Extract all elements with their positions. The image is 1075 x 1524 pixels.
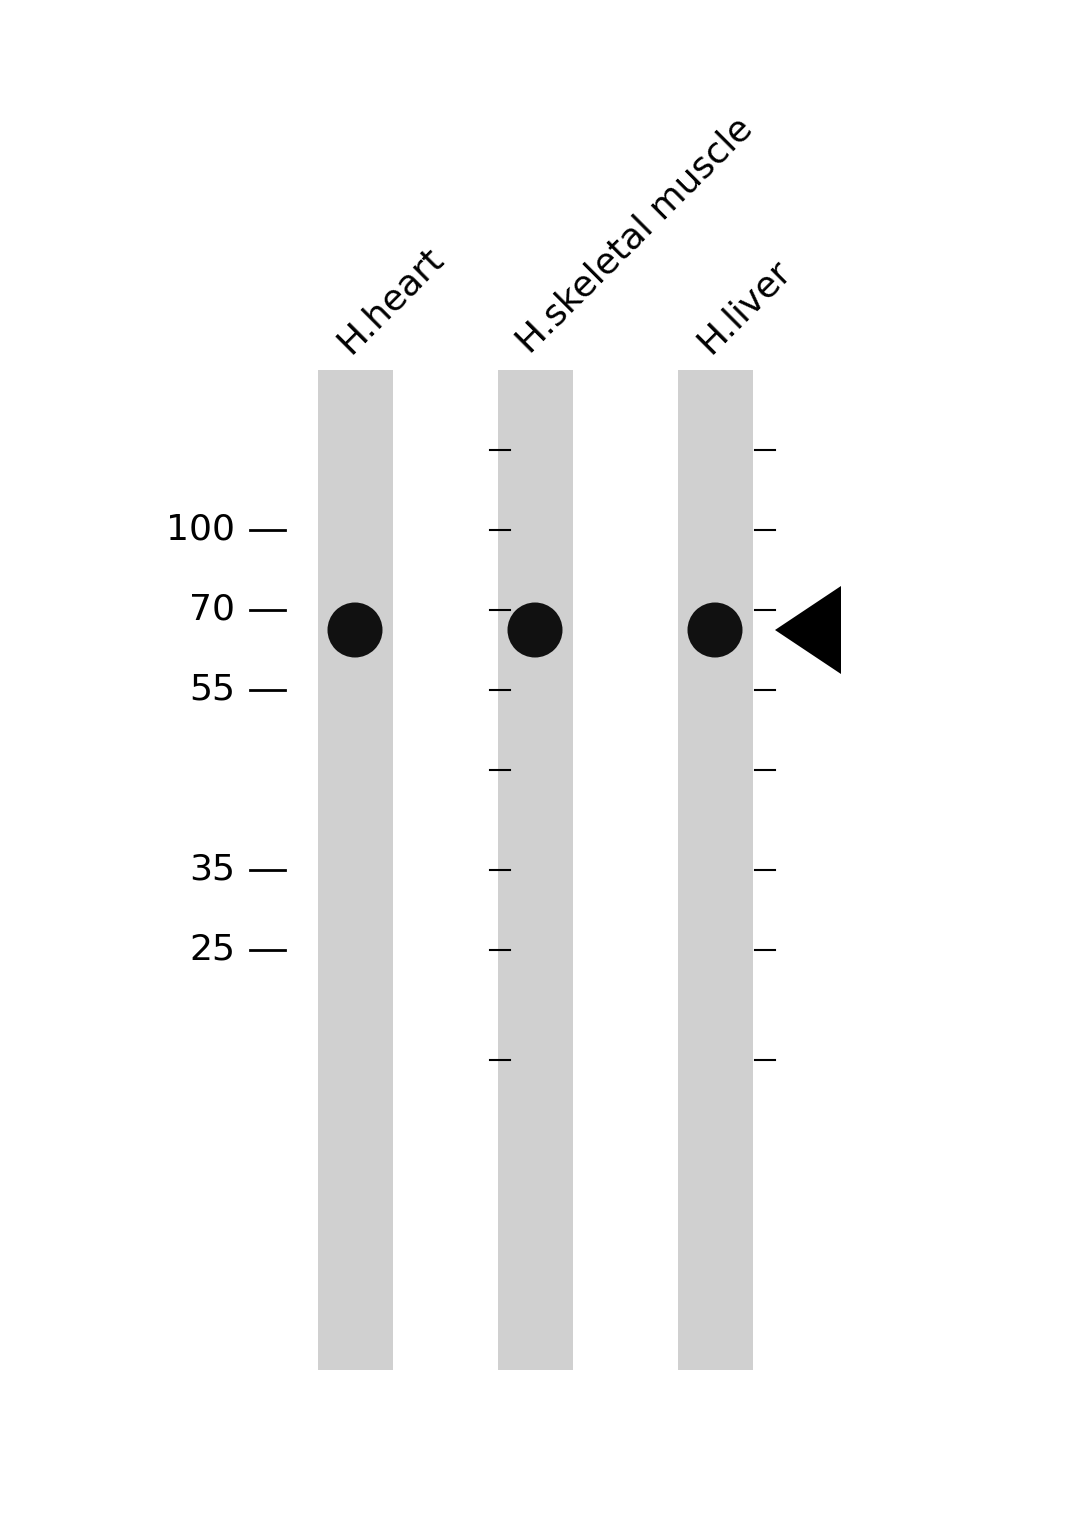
Text: H.liver: H.liver [691,253,798,360]
Bar [498,370,573,1370]
Text: 100: 100 [166,514,235,547]
Bar [317,370,392,1370]
Text: H.skeletal muscle: H.skeletal muscle [511,111,759,360]
Ellipse shape [328,602,383,657]
Ellipse shape [688,602,743,657]
Text: 70: 70 [189,593,235,626]
Text: 55: 55 [189,674,235,707]
Text: 25: 25 [189,933,235,968]
Text: 35: 35 [189,853,235,887]
Text: H.heart: H.heart [331,241,449,360]
Ellipse shape [507,602,562,657]
Bar [677,370,752,1370]
Polygon shape [775,587,841,674]
